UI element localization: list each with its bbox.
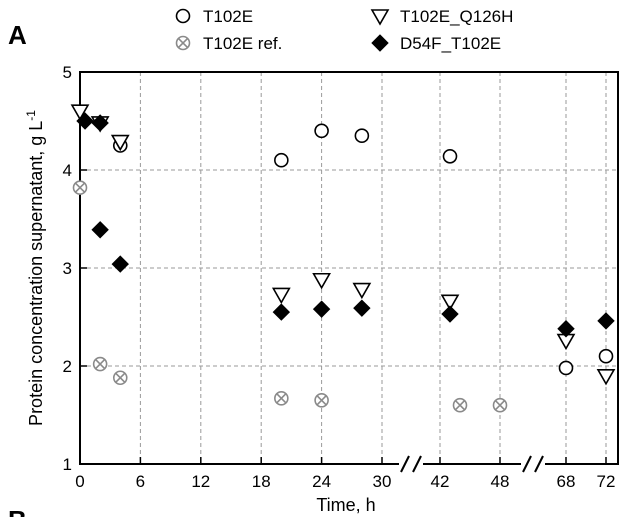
x-tick-label: 18 <box>252 472 271 491</box>
point-t102e <box>442 148 458 164</box>
legend-marker <box>175 35 191 51</box>
marker-cross <box>494 400 506 411</box>
axis-breaks <box>399 455 545 473</box>
point-t102e-ref <box>452 397 468 413</box>
y-tick-label: 3 <box>63 259 72 278</box>
x-tick-label: 72 <box>597 472 616 491</box>
point-d54f-t102e <box>557 320 575 338</box>
marker-cross <box>74 182 86 193</box>
legend-label: T102E ref. <box>203 34 282 53</box>
x-tick-label: 42 <box>431 472 450 491</box>
point-t102e <box>558 360 574 376</box>
marker-cross <box>276 393 287 404</box>
point-d54f-t102e <box>353 299 371 317</box>
x-axis-title: Time, h <box>316 495 375 515</box>
legend: T102E T102E ref. T102E_Q126H D54F_T102E <box>175 7 513 53</box>
point-t102e-ref <box>492 397 508 413</box>
y-tick-label: 2 <box>63 357 72 376</box>
point-d54f-t102e <box>76 112 94 130</box>
point-t102e-q126h <box>352 282 372 300</box>
point-t102e-q126h <box>440 294 460 311</box>
point-d54f-t102e <box>91 221 109 239</box>
point-t102e-ref <box>112 370 128 386</box>
point-t102e-q126h <box>312 272 331 290</box>
marker-cross <box>454 400 466 411</box>
y-tick-label: 5 <box>63 63 72 82</box>
x-tick-label: 30 <box>373 472 392 491</box>
legend-marker <box>370 9 390 26</box>
y-tick-label: 1 <box>63 455 72 474</box>
x-axis: 0 6 12 18 24 30 42 48 68 72 <box>75 457 615 491</box>
axis-break-slash <box>400 455 410 473</box>
axis-break-slash <box>522 455 532 473</box>
point-t102e-ref <box>72 180 88 195</box>
axis-break-gap <box>399 455 423 473</box>
point-t102e-ref <box>314 392 329 408</box>
y-axis-title: Protein concentration supernatant, g L-1 <box>24 110 46 426</box>
next-panel-label: B <box>8 505 27 517</box>
point-t102e-q126h <box>110 134 130 152</box>
marker-cross <box>115 372 126 383</box>
point-d54f-t102e <box>272 303 291 321</box>
point-t102e <box>274 152 289 168</box>
x-tick-label: 48 <box>491 472 510 491</box>
point-d54f-t102e <box>312 300 331 318</box>
legend-label: T102E <box>203 7 253 26</box>
legend-label: T102E_Q126H <box>400 7 513 26</box>
panel-label: A <box>8 20 27 50</box>
point-d54f-t102e <box>111 255 129 273</box>
grid-lines <box>80 72 618 464</box>
y-axis-title-text: Protein concentration supernatant, g L <box>26 121 46 426</box>
x-tick-label: 68 <box>557 472 576 491</box>
point-t102e-q126h <box>70 104 90 121</box>
point-t102e-ref <box>274 391 289 406</box>
x-tick-label: 12 <box>191 472 210 491</box>
legend-marker <box>175 8 191 24</box>
point-t102e-q126h <box>271 287 291 305</box>
marker-cross <box>316 395 327 406</box>
point-t102e <box>354 128 370 143</box>
y-axis-title-unit-exponent: -1 <box>24 110 38 121</box>
x-tick-label: 24 <box>312 472 331 491</box>
y-tick-label: 4 <box>63 161 72 180</box>
axis-break-gap <box>521 455 545 473</box>
x-tick-label: 0 <box>75 472 84 491</box>
x-tick-label: 6 <box>136 472 145 491</box>
data-markers <box>70 104 616 413</box>
legend-marker <box>371 34 389 52</box>
point-d54f-t102e <box>91 114 109 132</box>
point-d54f-t102e <box>441 305 459 323</box>
marker-cross <box>94 358 106 370</box>
legend-label: D54F_T102E <box>400 34 501 53</box>
point-t102e <box>598 348 614 364</box>
marker-cross <box>177 37 189 49</box>
point-d54f-t102e <box>597 312 615 330</box>
point-t102e-ref <box>92 356 108 372</box>
axis-break-slash <box>412 455 422 473</box>
point-t102e-q126h <box>596 368 616 386</box>
axis-break-slash <box>534 455 544 473</box>
point-t102e <box>314 123 329 139</box>
y-axis: 1 2 3 4 5 <box>63 63 87 474</box>
